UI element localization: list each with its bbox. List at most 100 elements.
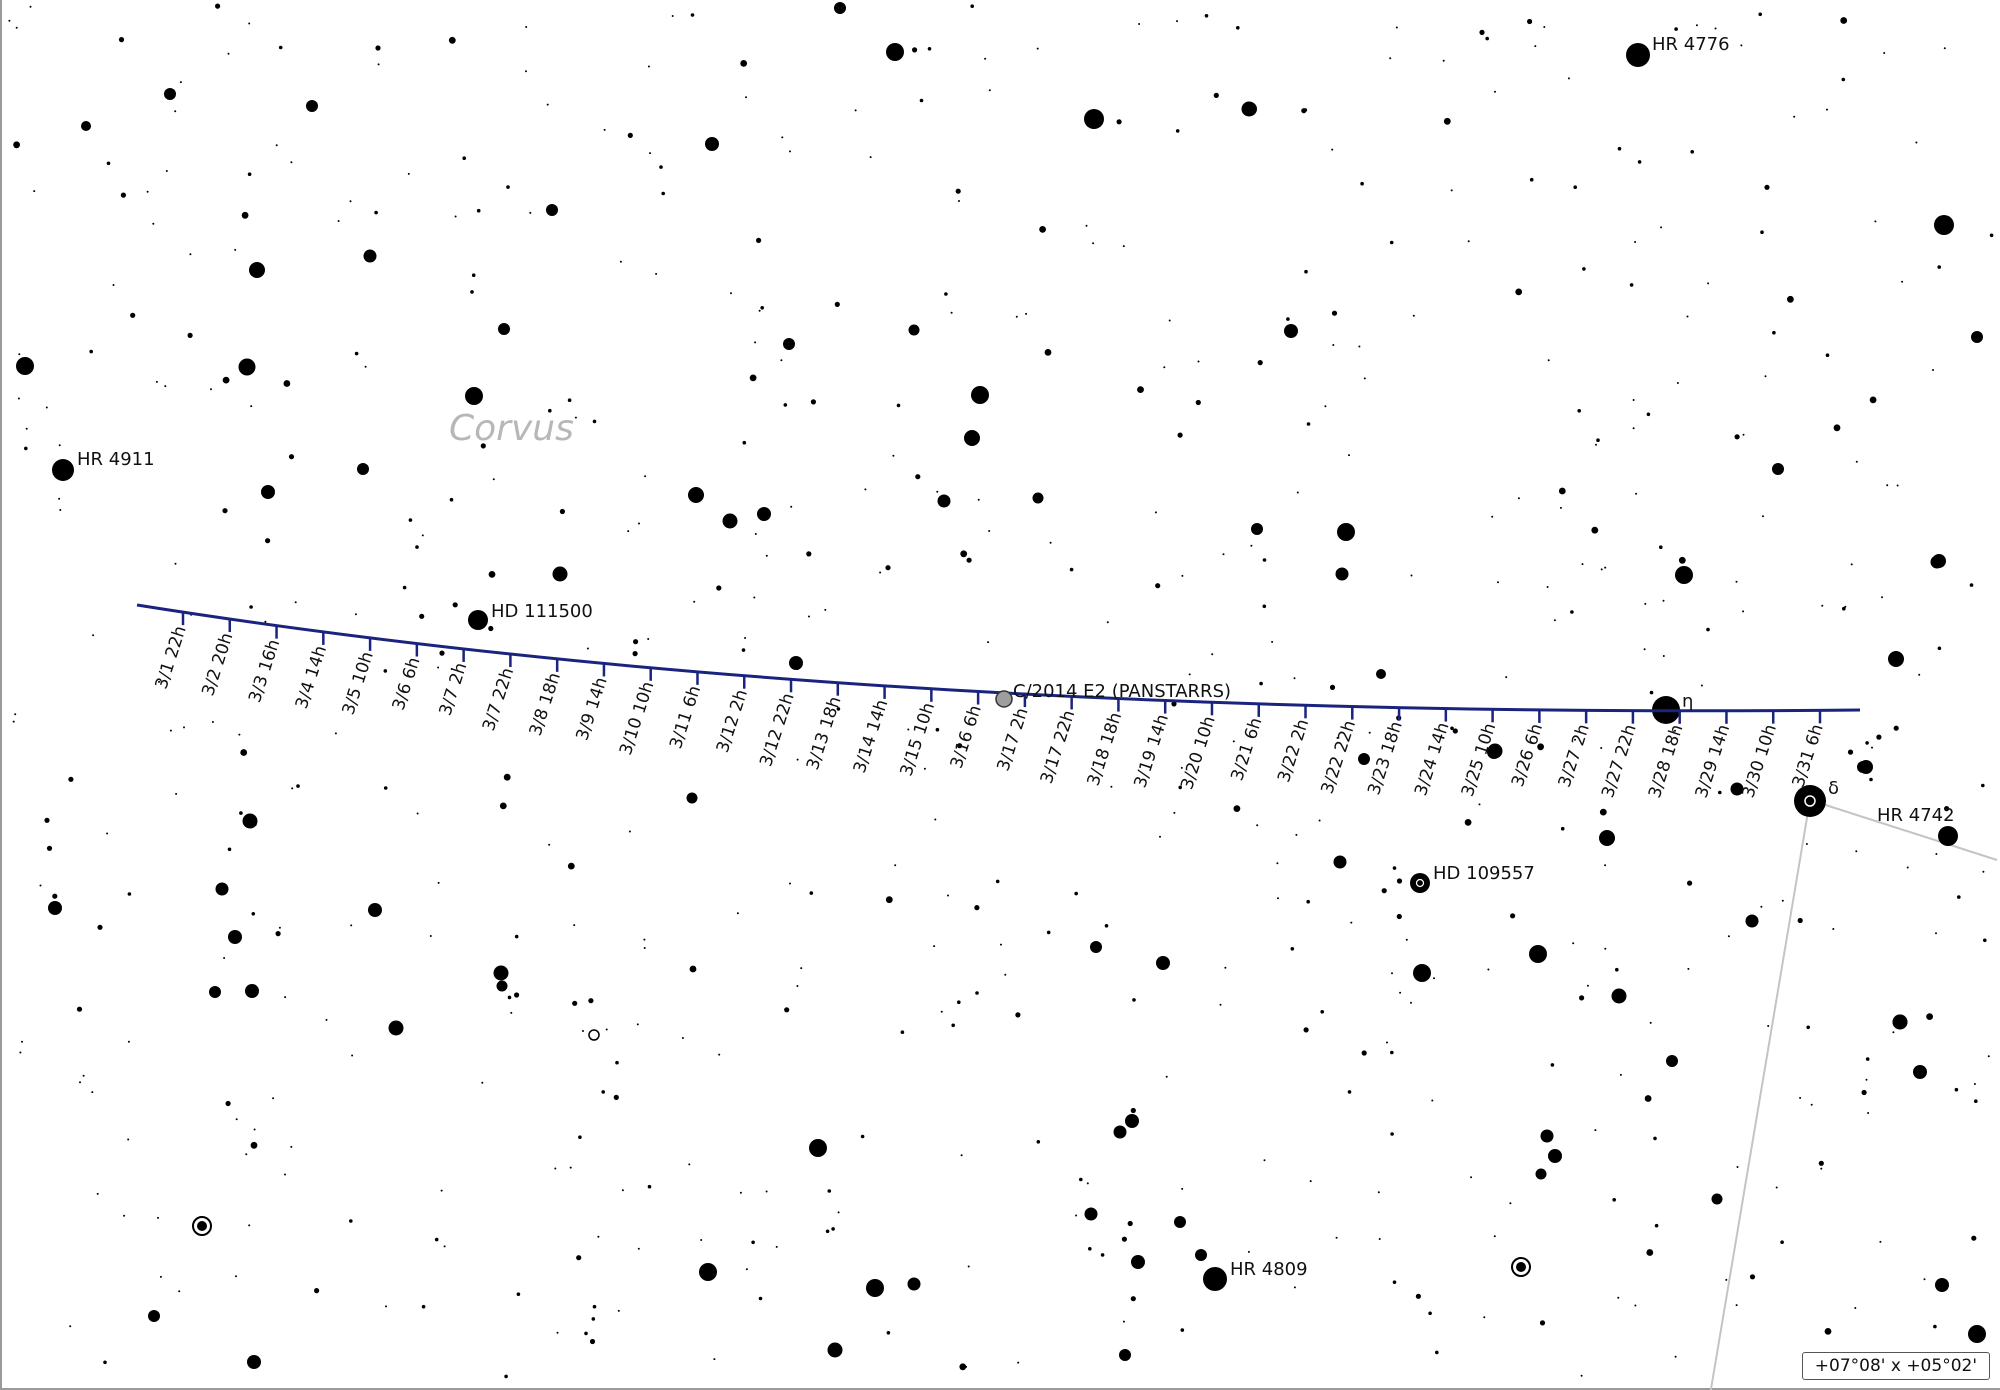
faint-star (736, 912, 739, 915)
faint-star (1596, 438, 1600, 443)
faint-star (437, 881, 440, 884)
faint-star (1573, 185, 1577, 189)
time-tick-label: 3/5 10h (339, 649, 378, 717)
faint-star (1574, 738, 1576, 741)
faint-star (112, 284, 115, 286)
faint-star (739, 1191, 742, 1194)
faint-star (1695, 24, 1698, 27)
faint-star (1850, 563, 1853, 566)
faint-star (927, 47, 932, 51)
faint-star (1510, 913, 1516, 919)
faint-star (749, 374, 757, 382)
star (164, 88, 176, 100)
double-star (588, 1029, 600, 1041)
faint-star (8, 19, 11, 22)
faint-star (421, 1304, 426, 1309)
faint-star (1678, 556, 1686, 564)
faint-star (510, 1011, 513, 1014)
faint-star (1865, 741, 1869, 745)
faint-star (374, 210, 378, 215)
faint-stars (8, 3, 1994, 1379)
faint-star (1543, 26, 1546, 28)
faint-star (82, 1074, 85, 1077)
faint-star (1509, 1202, 1512, 1205)
faint-star (1833, 424, 1841, 432)
faint-star (1236, 26, 1240, 30)
faint-star (222, 508, 228, 514)
faint-star (118, 37, 125, 43)
faint-star (1821, 604, 1824, 607)
faint-star (1926, 1013, 1933, 1020)
faint-star (488, 571, 496, 578)
faint-star (649, 152, 651, 155)
faint-star (885, 896, 893, 904)
faint-star (157, 1216, 159, 1219)
faint-star (760, 306, 764, 310)
star-hd111500 (468, 610, 488, 630)
faint-star (130, 312, 136, 318)
faint-star (1276, 862, 1279, 865)
time-tick-label: 3/31 6h (1789, 722, 1828, 790)
faint-star (655, 272, 658, 275)
faint-star (1560, 826, 1565, 831)
faint-star (934, 818, 937, 821)
faint-star (647, 1184, 652, 1189)
comet-path[interactable] (136, 603, 1861, 713)
faint-star (1250, 544, 1253, 547)
star (827, 1342, 843, 1358)
faint-star (1644, 1095, 1652, 1102)
faint-star (1173, 811, 1176, 814)
faint-star (1632, 399, 1635, 401)
faint-star (225, 1100, 231, 1107)
faint-star (1332, 344, 1335, 346)
faint-star (1155, 583, 1161, 589)
star-hr4911 (52, 459, 74, 481)
faint-star (127, 1040, 130, 1043)
faint-star (1736, 1166, 1739, 1168)
double-star (1410, 873, 1430, 893)
faint-star (1527, 18, 1533, 25)
faint-star (1932, 369, 1934, 371)
faint-star (1130, 1296, 1136, 1302)
star (908, 324, 920, 336)
faint-star (250, 405, 253, 408)
faint-star (235, 1275, 237, 1278)
faint-star (44, 817, 50, 823)
faint-star (92, 634, 95, 637)
star (498, 323, 510, 335)
comet-marker[interactable] (995, 690, 1013, 708)
faint-star (337, 220, 340, 222)
faint-star (548, 843, 551, 846)
faint-star (912, 47, 918, 53)
faint-star (1935, 853, 1938, 855)
star (1119, 1349, 1131, 1361)
faint-star (416, 812, 419, 815)
time-tick-label: 3/17 22h (1037, 708, 1080, 786)
faint-star (1572, 942, 1575, 945)
faint-star (249, 605, 253, 609)
faint-star (1485, 36, 1489, 41)
faint-star (900, 1030, 905, 1034)
faint-star (1197, 360, 1200, 363)
faint-star (796, 985, 799, 987)
faint-star (1358, 345, 1361, 348)
faint-star (1767, 1025, 1770, 1027)
faint-star (1478, 803, 1481, 806)
faint-star (334, 732, 337, 735)
faint-star (1290, 947, 1295, 951)
star (1913, 1065, 1927, 1079)
faint-star (1110, 785, 1113, 788)
faint-star (586, 647, 589, 650)
star (1284, 324, 1298, 338)
faint-star (1176, 20, 1178, 23)
faint-star (1660, 226, 1663, 229)
double-star (1794, 785, 1826, 817)
faint-star (158, 680, 160, 683)
time-tick-label: 3/10 10h (616, 679, 659, 757)
faint-star (647, 638, 650, 640)
star (1032, 492, 1044, 504)
faint-star (1781, 899, 1784, 902)
faint-star (1534, 45, 1537, 48)
